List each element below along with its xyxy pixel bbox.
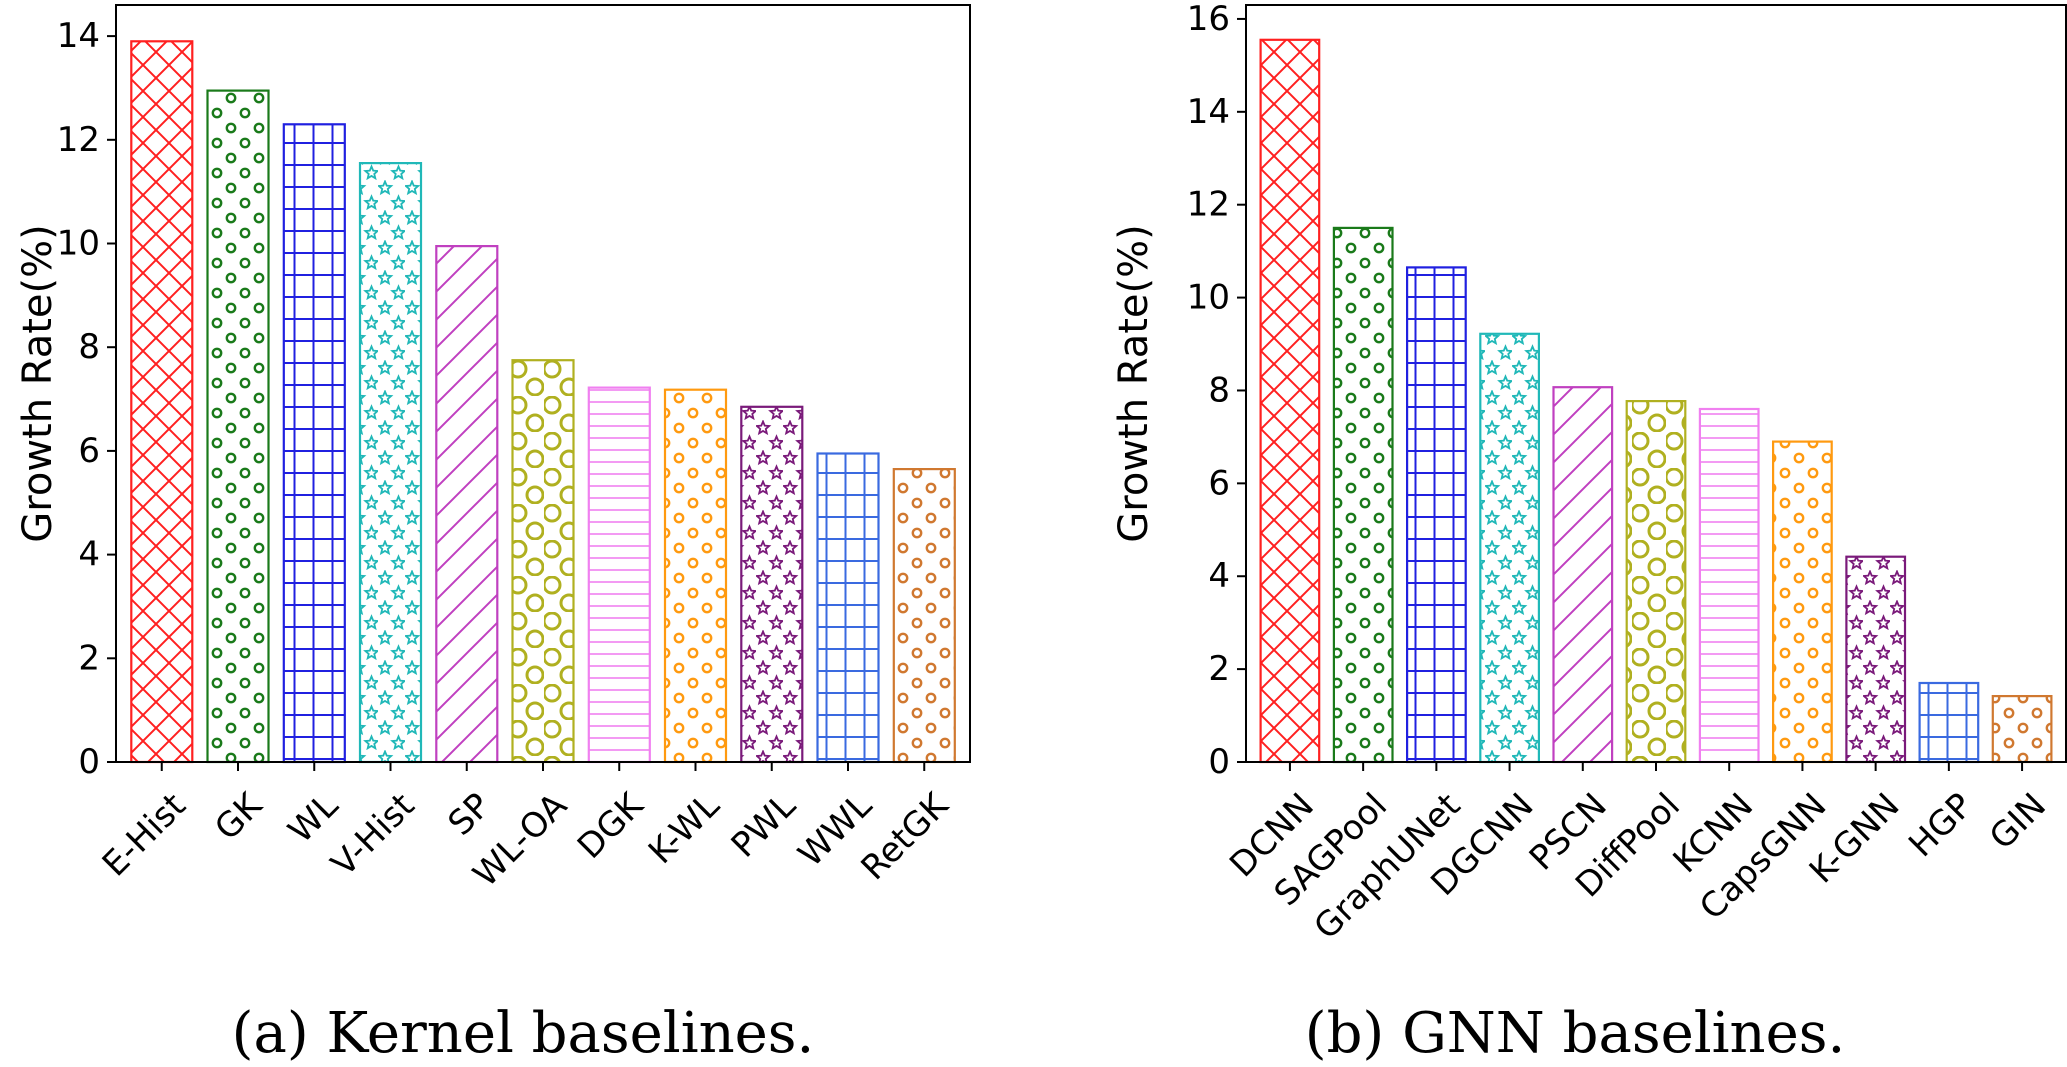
bar-group	[130, 40, 956, 764]
bar-wwl	[816, 452, 880, 764]
x-axis-ticks: DCNNSAGPoolGraphUNetDGCNNPSCNDiffPoolKCN…	[1222, 762, 2054, 947]
bar-retgk	[892, 468, 956, 764]
x-tick-label: GK	[207, 784, 271, 848]
y-tick-label: 16	[1187, 0, 1230, 39]
bar-kcnn	[1698, 407, 1760, 764]
y-tick-label: 2	[1208, 649, 1230, 689]
y-tick-label: 12	[57, 120, 100, 160]
y-tick-label: 10	[1187, 278, 1230, 318]
x-tick-label: E-Hist	[95, 786, 194, 885]
x-axis-ticks: E-Hist GK WLV-Hist SPWL-OADGKK-WLPWLWWLRetG…	[95, 762, 958, 895]
x-tick-label: V-Hist	[324, 786, 423, 885]
y-tick-label: 6	[78, 431, 100, 471]
x-tick-label: WL	[281, 786, 346, 851]
x-tick-label: SP	[441, 786, 499, 844]
plot-frame	[1245, 4, 2067, 763]
panel-caption: (a) Kernel baselines.	[232, 1001, 815, 1066]
x-tick-label: RetGK	[854, 784, 958, 888]
bar-v-hist	[358, 162, 423, 764]
plot-frame	[115, 4, 971, 763]
bar-sp	[435, 245, 499, 764]
y-tick-label: 10	[57, 224, 100, 264]
y-axis-ticks: 0 2 4 6 8 10 12 14 16	[1187, 0, 1246, 782]
bar-wl	[282, 123, 346, 764]
bar-gin	[1991, 694, 2053, 764]
x-tick-label: HGP	[1901, 786, 1980, 865]
x-tick-label: DGK	[570, 784, 652, 866]
y-tick-label: 6	[1208, 463, 1230, 503]
y-tick-label: 4	[78, 535, 100, 575]
bar-e-hist	[130, 40, 194, 764]
bar-k-wl	[663, 388, 728, 764]
y-tick-label: 0	[78, 742, 100, 782]
bar-hgp	[1918, 681, 1980, 764]
bar-dgk	[587, 386, 651, 764]
y-tick-label: 8	[1208, 370, 1230, 410]
bar-gk	[206, 89, 270, 764]
bar-graphunet	[1405, 266, 1467, 764]
y-tick-label: 14	[1187, 92, 1230, 132]
y-tick-label: 12	[1187, 185, 1230, 225]
bar-k-gnn	[1845, 555, 1907, 764]
x-tick-label: K-WL	[641, 786, 727, 872]
gnn-baselines-panel: 0 2 4 6 8 10 12 14 16 DCNNSAGPoolGraphUNetDGCNNP…	[1111, 0, 2067, 1066]
bar-pscn	[1552, 386, 1614, 764]
bar-capsgnn	[1771, 440, 1833, 764]
y-axis-ticks: 0 2 4 6 8 10 12 14	[57, 16, 116, 782]
bar-wl-oa	[511, 359, 575, 764]
bar-sagpool	[1332, 226, 1394, 764]
x-tick-label: PWL	[724, 786, 804, 866]
panel-caption: (b) GNN baselines.	[1305, 1001, 1846, 1066]
bar-pwl	[740, 405, 804, 764]
y-tick-label: 0	[1208, 742, 1230, 782]
y-axis-label: Growth Rate(%)	[1111, 224, 1157, 542]
y-tick-label: 14	[57, 16, 100, 56]
x-tick-label: GIN	[1982, 786, 2054, 858]
bar-group	[1259, 38, 2053, 764]
bar-dgcnn	[1479, 332, 1541, 764]
bar-diffpool	[1625, 400, 1687, 764]
y-tick-label: 2	[78, 638, 100, 678]
y-axis-label: Growth Rate(%)	[15, 224, 61, 542]
y-tick-label: 8	[78, 327, 100, 367]
y-tick-label: 4	[1208, 556, 1230, 596]
bar-dcnn	[1259, 38, 1321, 764]
